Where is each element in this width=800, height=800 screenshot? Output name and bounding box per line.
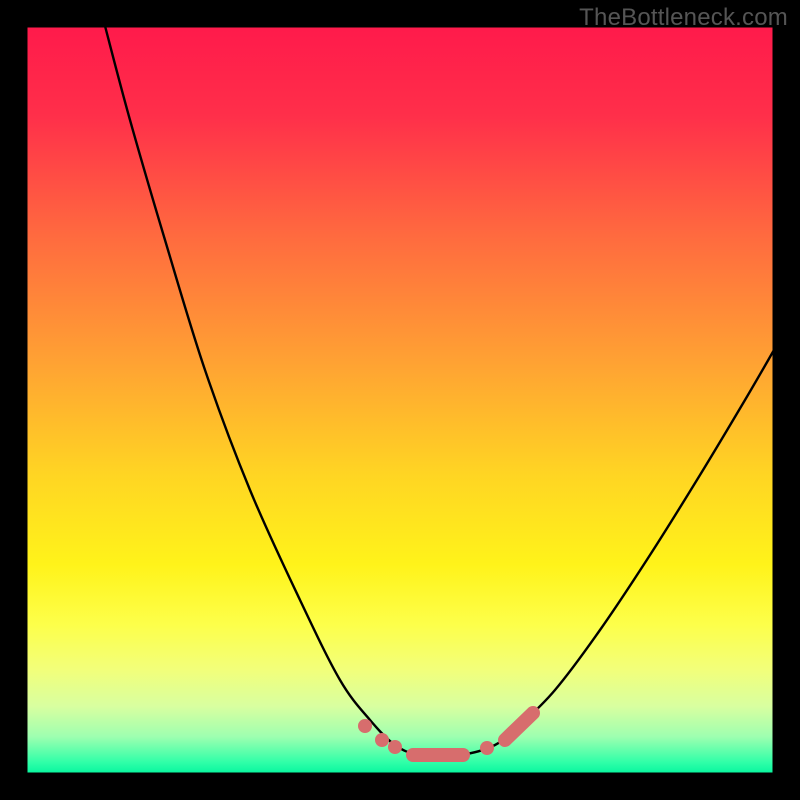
- gradient-plot-area: [26, 26, 774, 774]
- chart-frame: TheBottleneck.com: [0, 0, 800, 800]
- marker-dot-left-0: [358, 719, 372, 733]
- marker-dot-left-1: [375, 733, 389, 747]
- watermark-text: TheBottleneck.com: [579, 4, 788, 32]
- marker-dot-left-2: [388, 740, 402, 754]
- marker-flat-bar: [406, 748, 470, 762]
- chart-svg: [0, 0, 800, 800]
- marker-dot-right-0: [480, 741, 494, 755]
